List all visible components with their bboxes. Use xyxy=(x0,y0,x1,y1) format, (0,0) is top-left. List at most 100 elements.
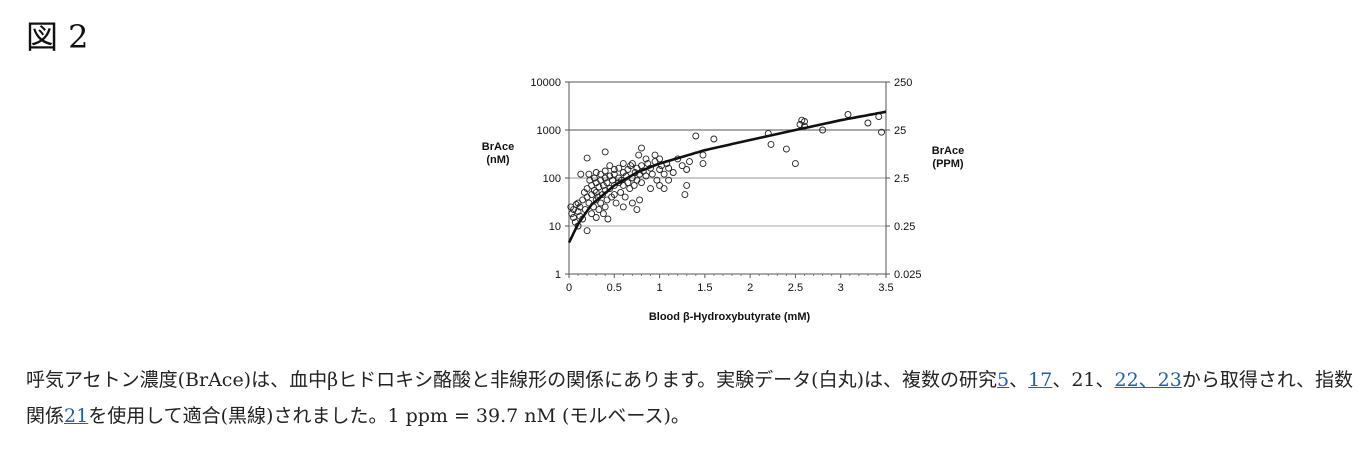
y-tick-label-left: 10 xyxy=(549,221,561,233)
data-point xyxy=(638,179,645,187)
y-tick-label-right: 0.25 xyxy=(894,221,915,233)
data-point xyxy=(572,201,580,208)
figure-caption: 呼気アセトン濃度(BrAce)は、血中βヒドロキシ酪酸と非線形の関係にあります。… xyxy=(26,362,1356,434)
data-point xyxy=(647,185,654,193)
data-point xyxy=(683,181,691,189)
caption-text: 、 xyxy=(1009,369,1029,391)
caption-text: から取得され、指数関係 xyxy=(26,369,1354,427)
data-point xyxy=(801,118,808,125)
data-point xyxy=(583,227,591,235)
axes: 0 0.5 1 1.5 2 2.5 3 3.5 1 0.025 10 0.25 100 2.5 1000 25… xyxy=(530,77,921,294)
data-point xyxy=(636,196,644,204)
x-tick-label: 3.5 xyxy=(878,282,893,294)
data-point xyxy=(651,151,659,159)
data-point xyxy=(665,176,673,184)
x-axis-label: Blood β-Hydroxybutyrate (mM) xyxy=(649,311,811,323)
y-tick-label-right: 250 xyxy=(894,77,912,89)
data-point xyxy=(628,160,636,168)
data-point xyxy=(583,185,591,193)
data-point xyxy=(590,187,598,194)
data-point xyxy=(633,206,641,214)
data-point xyxy=(878,128,885,136)
data-point xyxy=(619,203,627,211)
x-tick-label: 1 xyxy=(657,282,663,294)
x-tick-label: 0 xyxy=(566,282,572,294)
data-point xyxy=(588,210,596,218)
x-tick-label: 2 xyxy=(747,282,753,294)
data-point xyxy=(660,170,668,178)
data-point xyxy=(819,126,827,134)
data-point xyxy=(782,145,790,153)
data-point xyxy=(576,203,584,211)
data-point xyxy=(710,135,718,143)
data-point xyxy=(767,140,775,148)
data-point xyxy=(642,172,650,180)
y-tick-label-right: 25 xyxy=(894,125,906,137)
y-tick-label-left: 100 xyxy=(543,173,561,185)
data-point xyxy=(583,154,591,162)
fit-curve xyxy=(567,110,887,244)
data-point xyxy=(597,170,605,178)
data-point xyxy=(601,174,609,182)
y-tick-label-right: 0.025 xyxy=(894,269,922,281)
reference-link[interactable]: 21 xyxy=(64,405,89,427)
data-point xyxy=(604,215,612,223)
data-point xyxy=(610,166,618,173)
data-point xyxy=(570,214,577,221)
y-axis-label-right: (PPM) xyxy=(932,158,964,170)
data-point xyxy=(642,155,650,163)
y-tick-label-left: 10000 xyxy=(530,77,561,89)
data-point xyxy=(603,179,611,187)
data-point xyxy=(615,164,623,172)
data-point xyxy=(599,210,607,218)
data-point xyxy=(606,162,614,170)
scatter-chart: 0 0.5 1 1.5 2 2.5 3 3.5 1 0.025 10 0.25 100 2.5 1000 25… xyxy=(482,77,964,323)
data-point xyxy=(660,185,668,193)
y-tick-label-right: 2.5 xyxy=(894,173,909,185)
data-point xyxy=(574,199,582,207)
y-axis-label-left: (nM) xyxy=(486,154,510,166)
data-point xyxy=(648,170,656,178)
data-point xyxy=(656,155,664,163)
data-point xyxy=(699,160,707,168)
reference-link[interactable]: 17 xyxy=(1028,369,1053,391)
caption-text: 呼気アセトン濃度(BrAce)は、血中βヒドロキシ酪酸と非線形の関係にあります。… xyxy=(26,369,998,391)
data-point xyxy=(692,132,700,140)
data-point xyxy=(612,199,620,207)
data-point xyxy=(699,151,707,159)
data-point xyxy=(864,119,872,127)
y-tick-label-left: 1 xyxy=(555,269,561,281)
data-point xyxy=(619,160,627,168)
reference-link[interactable]: 5 xyxy=(997,369,1010,391)
data-point xyxy=(653,176,661,184)
data-point xyxy=(595,206,603,214)
y-axis-label-right: BrAce xyxy=(932,145,964,157)
data-point xyxy=(592,214,600,221)
figure-title: 図 2 xyxy=(26,18,89,56)
data-point xyxy=(601,167,609,175)
data-point xyxy=(601,203,609,211)
data-point xyxy=(656,181,664,189)
data-point xyxy=(638,144,645,152)
data-point xyxy=(574,208,582,216)
caption-text: 、21、 xyxy=(1052,369,1115,391)
data-point xyxy=(791,160,799,168)
data-point xyxy=(678,162,686,170)
data-point xyxy=(592,169,600,176)
data-point xyxy=(621,193,629,201)
axis-labels: Blood β-Hydroxybutyrate (mM)BrAce(nM)BrA… xyxy=(482,141,964,323)
data-point xyxy=(686,158,693,166)
data-point xyxy=(624,179,632,187)
data-point xyxy=(681,191,689,199)
data-point xyxy=(610,191,618,199)
x-tick-label: 1.5 xyxy=(697,282,712,294)
data-point xyxy=(683,166,691,173)
data-point xyxy=(656,166,664,173)
data-point xyxy=(583,193,591,201)
x-tick-label: 3 xyxy=(838,282,844,294)
reference-link[interactable]: 22、23 xyxy=(1114,369,1182,391)
caption-text: を使用して適合(黒線)されました。1 ppm = 39.7 nM (モルベース)… xyxy=(88,405,690,427)
data-point xyxy=(665,164,673,172)
data-point xyxy=(630,181,638,189)
x-tick-label: 2.5 xyxy=(788,282,803,294)
